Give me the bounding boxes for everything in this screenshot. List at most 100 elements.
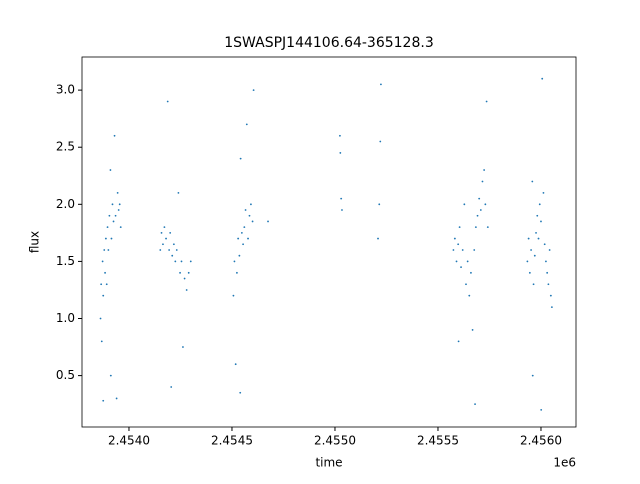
data-point (463, 203, 466, 206)
data-point (182, 346, 184, 348)
data-point (457, 243, 460, 246)
data-point (526, 260, 529, 263)
x-tick-label: 2.4540 (108, 434, 150, 448)
data-point (162, 243, 164, 246)
data-point (177, 191, 180, 194)
data-point (531, 374, 534, 377)
data-point (532, 283, 535, 286)
data-point (99, 317, 102, 320)
data-point (548, 249, 551, 251)
x-tick-label: 2.4545 (211, 434, 253, 448)
data-point (116, 191, 119, 194)
data-point (481, 180, 484, 183)
data-point (104, 271, 106, 274)
data-point (458, 226, 461, 229)
data-point (108, 214, 111, 217)
data-point (239, 157, 242, 160)
data-point (232, 294, 235, 297)
data-point (168, 249, 171, 251)
data-point (457, 340, 460, 343)
data-point (530, 249, 532, 251)
data-point (546, 271, 549, 274)
data-point (527, 237, 530, 240)
data-point (452, 249, 455, 251)
data-point (242, 243, 244, 246)
data-point (537, 237, 540, 240)
data-point (540, 408, 543, 411)
y-tick-label: 0.5 (56, 368, 75, 382)
data-point (541, 77, 544, 80)
data-point (237, 237, 240, 240)
data-point (107, 249, 110, 251)
data-point (166, 100, 169, 103)
data-point (117, 209, 120, 211)
y-tick-label: 3.0 (56, 83, 75, 97)
data-point (478, 197, 481, 200)
data-point (538, 203, 541, 206)
data-point (378, 203, 381, 206)
data-point (174, 260, 177, 263)
data-point (169, 231, 172, 234)
data-point (244, 209, 247, 211)
data-point (103, 249, 106, 251)
data-point (233, 260, 236, 263)
data-point (470, 271, 472, 274)
data-point (238, 254, 241, 257)
data-point (175, 249, 178, 251)
data-point (465, 283, 467, 286)
x-tick-label: 2.4560 (520, 434, 562, 448)
data-point (160, 231, 163, 234)
data-point (118, 203, 121, 206)
data-point (101, 260, 104, 263)
data-point (528, 271, 531, 274)
x-offset-label: 1e6 (553, 456, 576, 470)
data-point (183, 277, 186, 280)
data-point (113, 134, 116, 137)
data-point (112, 220, 115, 223)
data-point (170, 386, 173, 388)
data-point (474, 403, 476, 406)
x-tick-label: 2.4550 (314, 434, 356, 448)
data-point (471, 329, 474, 331)
data-point (474, 226, 477, 229)
data-point (185, 289, 188, 291)
y-tick-label: 1.0 (56, 311, 75, 325)
data-point (533, 254, 536, 257)
data-point (106, 226, 109, 229)
data-point (468, 294, 471, 297)
y-tick-label: 2.5 (56, 140, 75, 154)
data-point (251, 220, 254, 223)
chart-title: 1SWASPJ144106.64-365128.3 (224, 35, 433, 51)
data-point (102, 399, 105, 402)
y-axis-label: flux (28, 231, 42, 253)
y-tick-label: 1.5 (56, 254, 75, 268)
data-point (250, 203, 252, 206)
data-point (545, 260, 547, 263)
data-point (239, 391, 242, 394)
data-point (187, 271, 190, 274)
data-point (111, 203, 114, 206)
data-point (484, 203, 487, 206)
data-point (340, 197, 343, 200)
data-point (234, 363, 237, 366)
data-point (252, 89, 255, 92)
data-point (380, 83, 382, 86)
data-point (248, 214, 251, 217)
data-point (180, 260, 183, 263)
plot-frame (81, 56, 577, 428)
data-point (245, 123, 248, 126)
data-point (479, 209, 482, 211)
data-point (536, 214, 539, 217)
data-point (486, 226, 489, 229)
data-point (455, 260, 458, 263)
data-point (100, 283, 103, 286)
data-point (550, 306, 553, 308)
data-point (171, 254, 174, 257)
data-point (535, 231, 537, 234)
data-point (110, 237, 113, 240)
data-point (453, 237, 456, 240)
data-point (165, 237, 167, 240)
data-point (240, 231, 243, 234)
